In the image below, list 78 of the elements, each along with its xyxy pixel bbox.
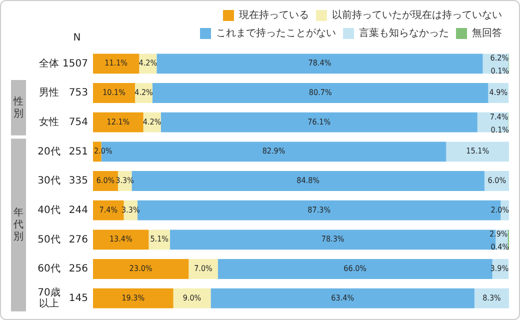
y2-tick-label: 244 (68, 204, 88, 216)
text: N (73, 32, 81, 44)
data-label: 3.9% (490, 264, 509, 274)
y-tick-label: 全体 (39, 57, 59, 70)
bar (173, 288, 211, 308)
data-label: 7.0% (194, 264, 213, 274)
bar (474, 288, 509, 308)
bar (210, 288, 474, 308)
data-label: 19.3% (122, 293, 145, 302)
data-label: 4.2% (134, 88, 154, 98)
y2-tick-label: 251 (68, 146, 88, 158)
data-label: 4.2% (142, 117, 162, 126)
bar (160, 112, 478, 132)
data-label: 6.0% (488, 176, 506, 186)
data-label: 12.1% (106, 117, 130, 126)
data-label: 78.4% (308, 58, 332, 68)
data-label: 80.7% (308, 88, 332, 98)
bar (188, 259, 218, 279)
bar (93, 288, 174, 308)
data-label: 0.1% (490, 125, 510, 134)
y2-tick-label: 256 (68, 264, 88, 275)
data-label: 2.9% (489, 230, 508, 239)
legend-label: 以前持っていたが現在は持っていない (332, 9, 502, 22)
y-tick-label: 30代 (38, 176, 60, 187)
text: 性別 (12, 95, 24, 120)
bar (93, 230, 149, 250)
bar (93, 259, 189, 279)
bar (218, 259, 492, 279)
bar (152, 83, 488, 103)
y-tick-label: 40代 (38, 204, 60, 216)
data-label: 7.4% (490, 112, 508, 122)
y-tick-label: 男性 (39, 86, 59, 99)
data-label: 13.4% (109, 234, 132, 244)
legend-label: 言葉も知らなかった (359, 27, 449, 40)
data-label: 2.0% (490, 205, 510, 214)
data-label: 76.1% (308, 117, 331, 126)
data-label: 6.2% (490, 54, 509, 63)
y-tick-label: 50代 (38, 234, 60, 246)
data-label: 82.9% (262, 146, 286, 156)
y-tick-label: 70歳以上 (38, 286, 60, 310)
data-label: 23.0% (129, 264, 152, 274)
data-label: 87.3% (308, 205, 331, 214)
text: 年代別 (12, 206, 24, 243)
data-label: 63.4% (331, 293, 354, 302)
bar (93, 54, 140, 74)
data-label: 6.0% (96, 176, 115, 186)
data-label: 8.3% (482, 293, 502, 302)
legend-label: 現在持っている (239, 9, 309, 22)
y-tick-label: 20代 (38, 146, 60, 158)
data-label: 15.1% (466, 146, 490, 156)
bar (148, 230, 170, 250)
legend-label: これまで持ったことがない (216, 27, 336, 40)
data-label: 11.1% (104, 58, 128, 68)
data-label: 9.0% (182, 293, 202, 302)
data-label: 0.1% (490, 66, 510, 76)
data-label: 4.2% (138, 58, 158, 68)
y2-tick-label: 754 (68, 116, 88, 128)
y-tick-label: 女性 (39, 116, 59, 128)
data-label: 66.0% (344, 264, 367, 274)
data-label: 10.1% (102, 88, 126, 98)
data-label: 7.4% (99, 205, 118, 214)
y2-tick-label: 335 (68, 176, 88, 187)
bar (446, 142, 509, 162)
bar (156, 54, 483, 74)
data-label: 4.9% (489, 88, 508, 98)
y-tick-label: 60代 (38, 264, 60, 275)
y2-tick-label: 145 (68, 292, 88, 304)
bar (93, 112, 144, 132)
y2-tick-label: 753 (68, 88, 88, 99)
y2-tick-label: 1507 (62, 58, 88, 70)
legend-label: 無回答 (472, 27, 502, 40)
data-label: 78.3% (321, 234, 344, 244)
bar (93, 83, 136, 103)
data-label: 5.1% (150, 234, 169, 244)
bar (132, 171, 484, 191)
data-label: 84.8% (296, 176, 320, 186)
y2-tick-label: 276 (68, 234, 88, 246)
bar (93, 200, 124, 220)
